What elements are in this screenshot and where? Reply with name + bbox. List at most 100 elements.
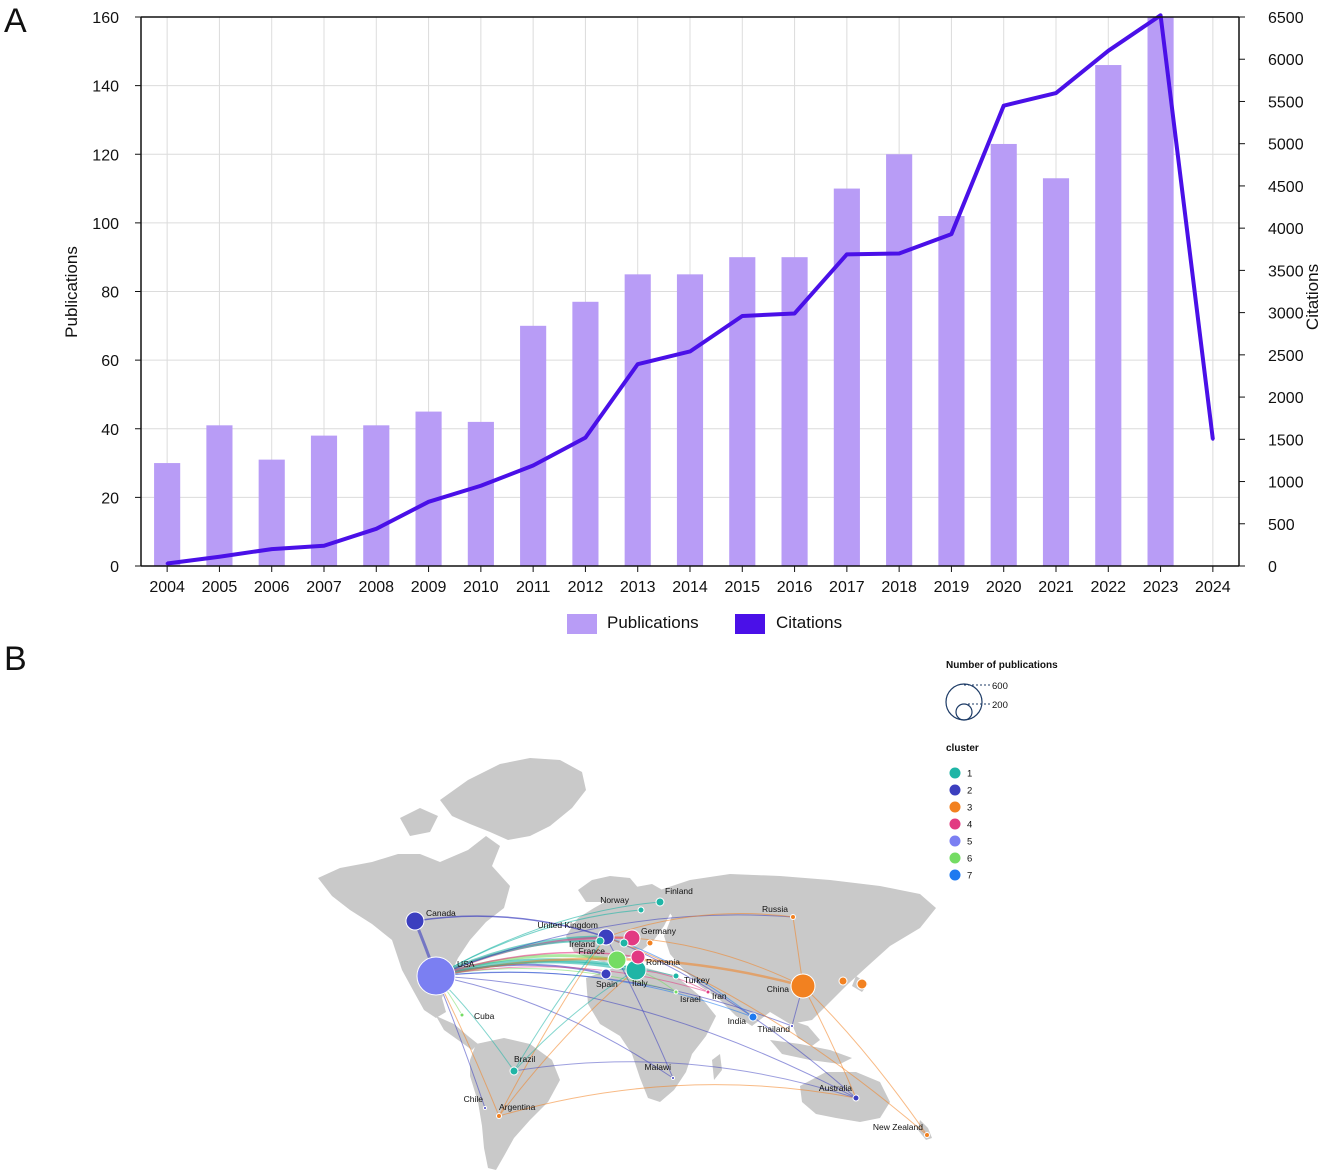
- y-right-tick-label: 3500: [1268, 263, 1304, 280]
- country-node: [790, 1024, 794, 1028]
- country-node: [459, 1012, 465, 1018]
- country-node: [671, 1076, 675, 1080]
- x-tick-label: 2005: [202, 579, 238, 596]
- country-label: Thailand: [757, 1024, 790, 1034]
- country-node: [496, 1113, 502, 1119]
- x-tick-label: 2019: [934, 579, 970, 596]
- publication-bar: [467, 421, 494, 566]
- y-left-tick-label: 160: [92, 10, 119, 27]
- citation-point: [270, 547, 274, 551]
- publication-bar: [938, 216, 965, 566]
- country-label: India: [728, 1016, 747, 1026]
- country-node: [790, 973, 816, 999]
- country-label: Spain: [596, 979, 618, 989]
- y-right-tick-label: 3000: [1268, 306, 1304, 323]
- citation-point: [897, 251, 901, 255]
- y-right-tick-label: 1500: [1268, 432, 1304, 449]
- country-node: [705, 989, 711, 995]
- cluster-legend-title: cluster: [946, 743, 979, 754]
- x-tick-label: 2014: [672, 579, 708, 596]
- cluster-legend-swatch: [949, 852, 961, 864]
- panel-label-b: B: [4, 640, 27, 678]
- citation-point: [1002, 104, 1006, 108]
- x-tick-label: 2011: [516, 579, 551, 596]
- citation-point: [427, 500, 431, 504]
- country-label: Malawi: [645, 1062, 672, 1072]
- x-tick-label: 2016: [777, 579, 813, 596]
- y-left-tick-label: 0: [110, 559, 119, 576]
- y-right-tick-label: 0: [1268, 559, 1277, 576]
- collaboration-link: [435, 966, 709, 993]
- country-label: Romania: [646, 957, 680, 967]
- y-right-tick-label: 4000: [1268, 221, 1304, 238]
- x-tick-label: 2004: [149, 579, 185, 596]
- country-node: [405, 911, 425, 931]
- x-tick-label: 2015: [724, 579, 760, 596]
- country-label: China: [767, 984, 789, 994]
- publication-bar: [1147, 17, 1174, 566]
- y-left-tick-label: 40: [101, 422, 119, 439]
- size-legend-label-200: 200: [992, 700, 1008, 711]
- legend-label-publications: Publications: [607, 613, 699, 632]
- citation-point: [1211, 437, 1215, 441]
- y-left-tick-label: 120: [92, 147, 119, 164]
- chart-legend: Publications Citations: [567, 613, 842, 634]
- publication-bar: [1042, 178, 1070, 567]
- collaboration-link: [435, 939, 601, 977]
- y-right-tick-label: 1000: [1268, 475, 1304, 492]
- country-label: USA: [457, 959, 475, 969]
- country-label: Turkey: [684, 975, 710, 985]
- citation-point: [1054, 91, 1058, 95]
- collaboration-link: [435, 901, 661, 977]
- country-node: [630, 949, 646, 965]
- x-tick-label: 2017: [829, 579, 865, 596]
- x-tick-label: 2006: [254, 579, 290, 596]
- y-right-tick-label: 5000: [1268, 137, 1304, 154]
- cluster-legend-label: 7: [967, 871, 972, 882]
- x-tick-label: 2007: [306, 579, 342, 596]
- publication-bar: [990, 143, 1017, 567]
- publication-bar: [572, 301, 599, 566]
- size-legend-title: Number of publications: [946, 660, 1058, 671]
- legend-swatch-publications: [567, 614, 597, 634]
- panel-label-a: A: [4, 2, 27, 40]
- publication-bar: [676, 274, 704, 566]
- collaboration-link: [513, 969, 637, 1072]
- x-tick-label: 2018: [881, 579, 917, 596]
- country-label: Chile: [464, 1094, 484, 1104]
- citation-point: [479, 484, 483, 488]
- collaboration-link: [498, 969, 637, 1117]
- x-tick-label: 2010: [463, 579, 499, 596]
- collaboration-link: [513, 1061, 857, 1099]
- publication-bar: [363, 425, 390, 566]
- cluster-legend-label: 3: [967, 803, 972, 814]
- country-label: Israel: [680, 994, 701, 1004]
- country-node: [416, 956, 456, 996]
- citation-point: [636, 362, 640, 366]
- publication-bar: [415, 411, 442, 566]
- country-node: [673, 989, 679, 995]
- y-right-tick-label: 2500: [1268, 348, 1304, 365]
- collaboration-link: [435, 914, 794, 977]
- collaboration-link: [435, 975, 486, 1109]
- size-legend-circle-large: [945, 683, 983, 721]
- country-label: Russia: [762, 904, 788, 914]
- country-label: France: [579, 946, 606, 956]
- cluster-legend-swatch: [949, 835, 961, 847]
- x-tick-label: 2020: [986, 579, 1022, 596]
- country-node: [509, 1066, 519, 1076]
- country-label: United Kingdom: [538, 920, 598, 930]
- world-landmass: [318, 758, 936, 1170]
- y-right-tick-label: 6000: [1268, 52, 1304, 69]
- cluster-legend-label: 4: [967, 820, 972, 831]
- country-label: Germany: [641, 926, 677, 936]
- collaboration-link: [513, 936, 607, 1072]
- citation-point: [531, 463, 535, 467]
- cluster-legend-label: 2: [967, 786, 972, 797]
- country-node-unlabeled: [619, 938, 629, 948]
- country-label: Italy: [632, 978, 648, 988]
- size-legend: 600 200: [945, 681, 1008, 721]
- y-right-tick-label: 6500: [1268, 10, 1304, 27]
- cluster-legend-swatch: [949, 784, 961, 796]
- publication-bar: [1095, 65, 1122, 566]
